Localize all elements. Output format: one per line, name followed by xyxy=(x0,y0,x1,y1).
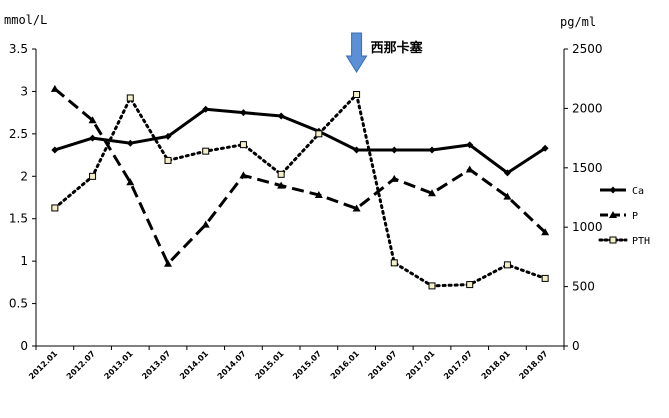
x-tick-label: 2012.01 xyxy=(27,349,59,381)
series-layer xyxy=(50,84,550,290)
annotation: 西那卡塞 xyxy=(345,32,424,73)
legend-item: PTH xyxy=(598,236,650,247)
series-pth xyxy=(51,91,549,290)
left-tick-label: 3 xyxy=(20,84,28,98)
series-line xyxy=(54,107,546,175)
data-point xyxy=(239,141,247,149)
data-point xyxy=(277,181,286,189)
right-tick-label: 2000 xyxy=(572,101,603,115)
data-point xyxy=(239,171,248,179)
data-point xyxy=(89,134,97,142)
legend: Ca P PTH xyxy=(598,186,650,247)
data-point xyxy=(88,116,97,124)
right-tick-label: 1000 xyxy=(572,220,603,234)
data-point xyxy=(51,204,59,212)
left-tick-label: 0 xyxy=(20,339,28,353)
data-point xyxy=(428,146,436,154)
data-point xyxy=(465,165,474,173)
data-point xyxy=(277,112,285,120)
data-point xyxy=(164,259,172,267)
data-point xyxy=(201,220,210,228)
data-point xyxy=(51,146,59,154)
x-tick-label: 2018.07 xyxy=(517,349,549,381)
x-tick-label: 2012.07 xyxy=(65,349,97,381)
x-tick-label: 2013.01 xyxy=(103,349,135,381)
x-tick-label: 2017.01 xyxy=(404,349,436,381)
x-axis-ticks: 2012.01 2012.07 2013.01 2013.07 2014.01 2014.… xyxy=(27,346,565,381)
series-p xyxy=(50,84,550,267)
data-point xyxy=(164,132,172,140)
annotation-label: 西那卡塞 xyxy=(371,40,424,56)
x-tick-label: 2018.01 xyxy=(480,349,512,381)
x-tick-label: 2017.07 xyxy=(442,349,474,381)
data-point xyxy=(609,211,617,218)
data-point xyxy=(390,146,398,154)
left-tick-label: 0.5 xyxy=(9,297,28,311)
legend-label: P xyxy=(632,211,638,222)
data-point xyxy=(50,84,59,92)
left-axis: mmol/L 0 0.5 1 1.5 2 2.5 3 3.5 xyxy=(4,13,47,353)
right-axis: pg/ml 0 500 1000 1500 2000 2500 xyxy=(560,15,603,353)
data-point xyxy=(277,170,285,178)
data-point xyxy=(428,189,436,197)
left-tick-label: 3.5 xyxy=(9,42,28,56)
x-tick-label: 2013.07 xyxy=(140,349,172,381)
legend-label: Ca xyxy=(632,186,644,197)
series-ca xyxy=(51,105,549,177)
left-tick-label: 2.5 xyxy=(9,127,28,141)
data-point xyxy=(353,91,361,99)
legend-item: Ca xyxy=(600,186,644,197)
data-point xyxy=(126,139,134,147)
data-point xyxy=(239,109,247,117)
data-point xyxy=(609,236,617,244)
data-point xyxy=(352,204,361,212)
left-tick-label: 1 xyxy=(20,254,28,268)
x-tick-label: 2014.01 xyxy=(178,349,210,381)
series-line xyxy=(53,87,547,266)
right-axis-unit: pg/ml xyxy=(560,15,596,29)
x-tick-label: 2016.01 xyxy=(329,349,361,381)
legend-item: P xyxy=(600,211,638,222)
legend-label: PTH xyxy=(632,236,650,247)
data-point xyxy=(503,169,511,177)
data-point xyxy=(202,105,210,113)
data-point xyxy=(315,130,323,138)
data-point xyxy=(89,172,97,180)
left-axis-ticks: 0 0.5 1 1.5 2 2.5 3 3.5 xyxy=(9,42,36,353)
data-point xyxy=(202,147,210,155)
data-point xyxy=(390,259,398,267)
right-tick-label: 0 xyxy=(572,339,580,353)
data-point xyxy=(164,156,172,164)
x-tick-label: 2014.07 xyxy=(216,349,248,381)
x-tick-label: 2015.01 xyxy=(253,349,285,381)
data-point xyxy=(390,174,399,182)
series-line xyxy=(53,93,547,288)
arrow-down-icon xyxy=(345,32,368,73)
right-tick-label: 500 xyxy=(572,280,595,294)
left-axis-unit: mmol/L xyxy=(4,13,47,27)
data-point xyxy=(353,146,361,154)
data-point xyxy=(503,192,512,200)
data-point xyxy=(541,144,549,152)
x-tick-label: 2016.07 xyxy=(367,349,399,381)
left-tick-label: 2 xyxy=(20,169,28,183)
data-point xyxy=(466,281,474,289)
data-point xyxy=(314,190,323,198)
data-point xyxy=(126,178,135,186)
right-tick-label: 2500 xyxy=(572,42,603,56)
right-axis-ticks: 0 500 1000 1500 2000 2500 xyxy=(564,42,603,353)
data-point xyxy=(428,282,436,290)
data-point xyxy=(541,274,549,282)
data-point xyxy=(126,94,134,102)
arrow-shape xyxy=(345,32,368,73)
data-point xyxy=(541,228,550,236)
x-tick-label: 2015.07 xyxy=(291,349,323,381)
left-tick-label: 1.5 xyxy=(9,212,28,226)
right-tick-label: 1500 xyxy=(572,161,603,175)
data-point xyxy=(466,141,474,149)
x-axis: 2012.01 2012.07 2013.01 2013.07 2014.01 2014.… xyxy=(27,345,565,381)
data-point xyxy=(609,186,617,194)
data-point xyxy=(503,261,511,269)
